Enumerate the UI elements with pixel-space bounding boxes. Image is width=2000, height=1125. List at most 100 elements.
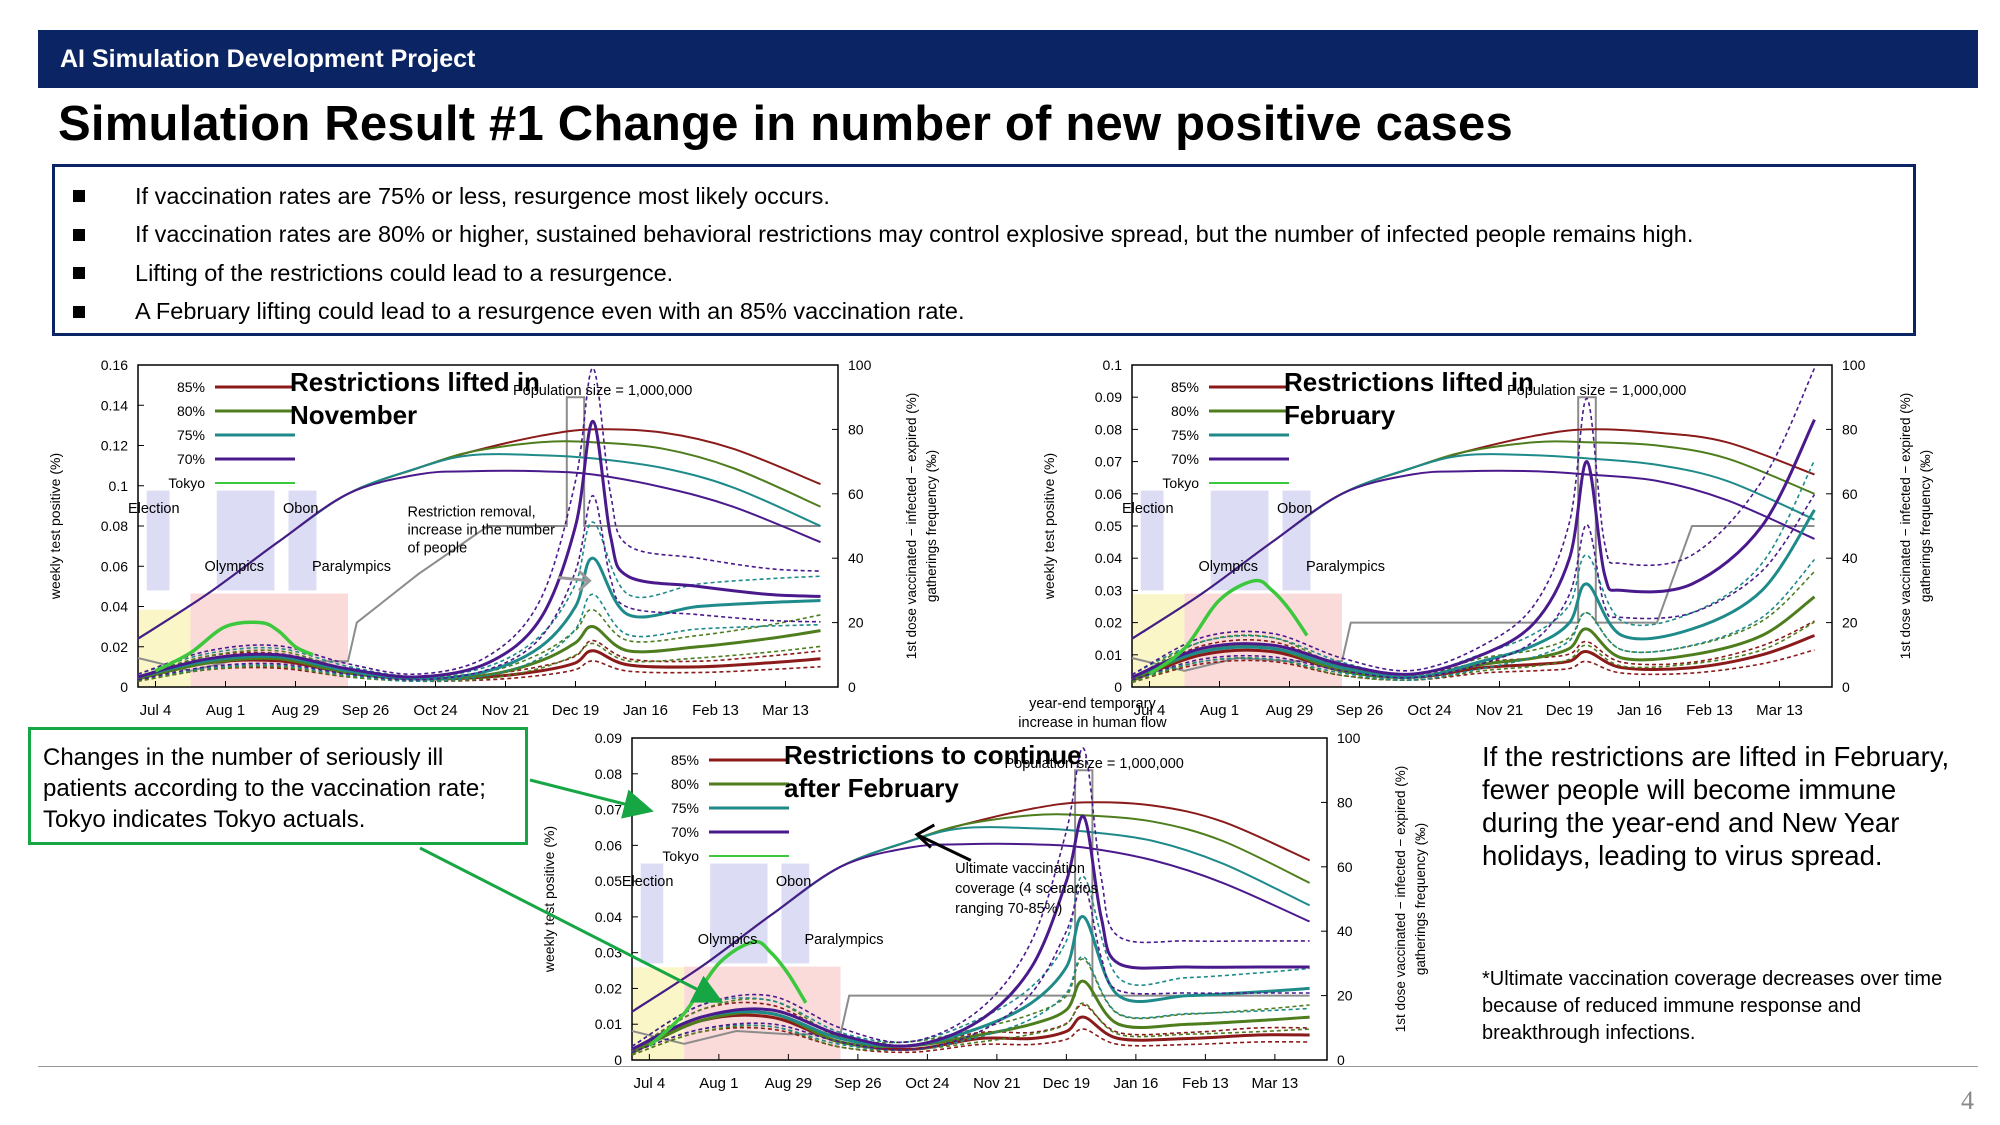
legend-label: 80% — [177, 403, 205, 419]
series-lower-band — [137, 642, 821, 683]
y-tick-label: 0.06 — [595, 837, 622, 853]
series-upper-band — [1131, 367, 1816, 676]
y-tick-label: 0.03 — [1095, 582, 1122, 598]
square-bullet-icon — [73, 305, 85, 318]
y-tick-label: 0.06 — [101, 558, 128, 574]
x-tick-label: Dec 19 — [1043, 1075, 1091, 1092]
y-tick-label: 0.1 — [109, 478, 129, 494]
x-tick-label: Nov 21 — [482, 702, 530, 719]
y-tick-label: 0.02 — [1095, 615, 1122, 631]
legend-label: 75% — [177, 427, 205, 443]
series-line-80pct — [137, 625, 821, 681]
y-tick-label: 0.06 — [1095, 486, 1122, 502]
x-tick-label: Aug 29 — [272, 702, 320, 719]
x-tick-label: Oct 24 — [413, 702, 457, 719]
event-label: Olympics — [204, 559, 264, 575]
y-axis-label: weekly test positive (%) — [47, 453, 63, 600]
event-label: Election — [128, 501, 180, 517]
chart-svg: 0 0.02 0.04 0.06 0.08 0.1 0.12 0.14 0.16 0 20 40 60 8… — [47, 357, 939, 719]
event-band — [1282, 490, 1311, 591]
legend-label: 70% — [1171, 451, 1199, 467]
x-tick-label: Jul 4 — [634, 1075, 666, 1092]
series-lower-band — [631, 956, 1310, 1054]
series-upper-band — [631, 875, 1310, 1047]
black-arrow-icon — [914, 823, 972, 862]
y2-tick-label: 40 — [1337, 923, 1353, 939]
y2-tick-label: 20 — [848, 615, 864, 631]
series-upper-band — [631, 1001, 1310, 1052]
chart-title: Restrictions lifted in February — [1284, 367, 1534, 430]
series-line-85pct — [631, 1013, 1310, 1055]
y2-axis-label: 1st dose vaccinated − infected − expired… — [1393, 766, 1408, 1032]
side-explanation: If the restrictions are lifted in Februa… — [1482, 741, 1950, 871]
x-tick-label: Nov 21 — [973, 1075, 1021, 1092]
x-tick-label: Oct 24 — [905, 1075, 949, 1092]
y-tick-label: 0.09 — [1095, 389, 1122, 405]
y-tick-label: 0.02 — [101, 639, 128, 655]
period-pink-band — [190, 593, 348, 687]
population-note: Population size = 1,000,000 — [1507, 383, 1686, 399]
series-upper-band — [137, 367, 821, 676]
x-tick-label: Sep 26 — [1336, 702, 1384, 719]
coverage-line-70pct — [631, 842, 1311, 1013]
legend-label: 80% — [671, 776, 699, 792]
y-tick-label: 0.02 — [595, 980, 622, 996]
population-note: Population size = 1,000,000 — [513, 383, 692, 399]
plot-area: 0 0.01 0.02 0.03 0.04 0.05 0.06 0.07 0.08 0.09 0 20… — [541, 696, 1428, 1092]
callout-box: Changes in the number of seriously ill p… — [28, 727, 528, 845]
chart-svg: 0 0.01 0.02 0.03 0.04 0.05 0.06 0.07 0.08 0.09 0.1… — [1041, 357, 1933, 719]
plot-area: 0 0.02 0.04 0.06 0.08 0.1 0.12 0.14 0.16 0 20 40 60 8… — [47, 357, 939, 719]
square-bullet-icon — [73, 228, 85, 241]
series-lower-band — [631, 1026, 1310, 1056]
event-band — [781, 863, 810, 964]
y-tick-label: 0 — [614, 1052, 622, 1068]
callout-text: Changes in the number of seriously ill p… — [43, 744, 486, 833]
legend-label: Tokyo — [1162, 475, 1199, 491]
coverage-line-70pct — [1131, 469, 1815, 640]
x-tick-label: Dec 19 — [1546, 702, 1594, 719]
series-line-85pct — [1131, 634, 1816, 683]
chart-restrictions-lifted-november: 0 0.02 0.04 0.06 0.08 0.1 0.12 0.14 0.16 0 20 40 60 8… — [47, 325, 988, 747]
series-line-75pct — [137, 556, 821, 681]
x-tick-label: Jul 4 — [140, 702, 172, 719]
y-tick-label: 0.1 — [1103, 357, 1123, 373]
chart-title: Restrictions lifted in November — [290, 367, 540, 430]
y2-tick-label: 60 — [1337, 859, 1353, 875]
x-tick-label: Oct 24 — [1407, 702, 1451, 719]
y-tick-label: 0.08 — [1095, 421, 1122, 437]
event-band — [1140, 490, 1164, 591]
chart-restrictions-continue: 0 0.01 0.02 0.03 0.04 0.05 0.06 0.07 0.08 0.09 0 20… — [541, 696, 1477, 1120]
y2-axis-label-2: gatherings frequency (‰) — [1918, 450, 1933, 602]
series-line-75pct — [1131, 509, 1816, 679]
x-tick-label: Aug 29 — [1266, 702, 1314, 719]
population-note: Population size = 1,000,000 — [1005, 756, 1184, 772]
y2-axis-label: 1st dose vaccinated − infected − expired… — [1898, 393, 1913, 659]
x-tick-label: Mar 13 — [1252, 1075, 1299, 1092]
y2-tick-label: 0 — [848, 679, 856, 695]
x-tick-label: Mar 13 — [1756, 702, 1803, 719]
legend-label: 80% — [1171, 403, 1199, 419]
y2-tick-label: 60 — [848, 486, 864, 502]
y2-axis-label-2: gatherings frequency (‰) — [924, 450, 939, 602]
event-label: Obon — [283, 501, 318, 517]
y2-tick-label: 100 — [1842, 357, 1866, 373]
x-tick-label: Aug 1 — [206, 702, 245, 719]
y2-tick-label: 80 — [1842, 421, 1858, 437]
annotation-text: Restriction removal, increase in the numb… — [408, 504, 556, 556]
series-upper-band — [631, 747, 1310, 1047]
y-tick-label: 0.04 — [1095, 550, 1122, 566]
y-tick-label: 0.01 — [1095, 647, 1122, 663]
side-footnote: *Ultimate vaccination coverage decreases… — [1482, 968, 1943, 1044]
y2-tick-label: 40 — [1842, 550, 1858, 566]
event-label: Election — [622, 874, 674, 890]
y-axis-label: weekly test positive (%) — [541, 826, 557, 973]
y2-tick-label: 20 — [1842, 615, 1858, 631]
footer-rule — [38, 1066, 1978, 1067]
legend-label: 70% — [177, 451, 205, 467]
series-lower-band — [1131, 558, 1816, 681]
x-tick-label: Jan 16 — [1617, 702, 1662, 719]
series-line-Tokyo — [648, 939, 808, 1047]
y-tick-label: 0.05 — [595, 873, 622, 889]
y-tick-label: 0.16 — [101, 357, 128, 373]
event-band — [216, 490, 275, 591]
